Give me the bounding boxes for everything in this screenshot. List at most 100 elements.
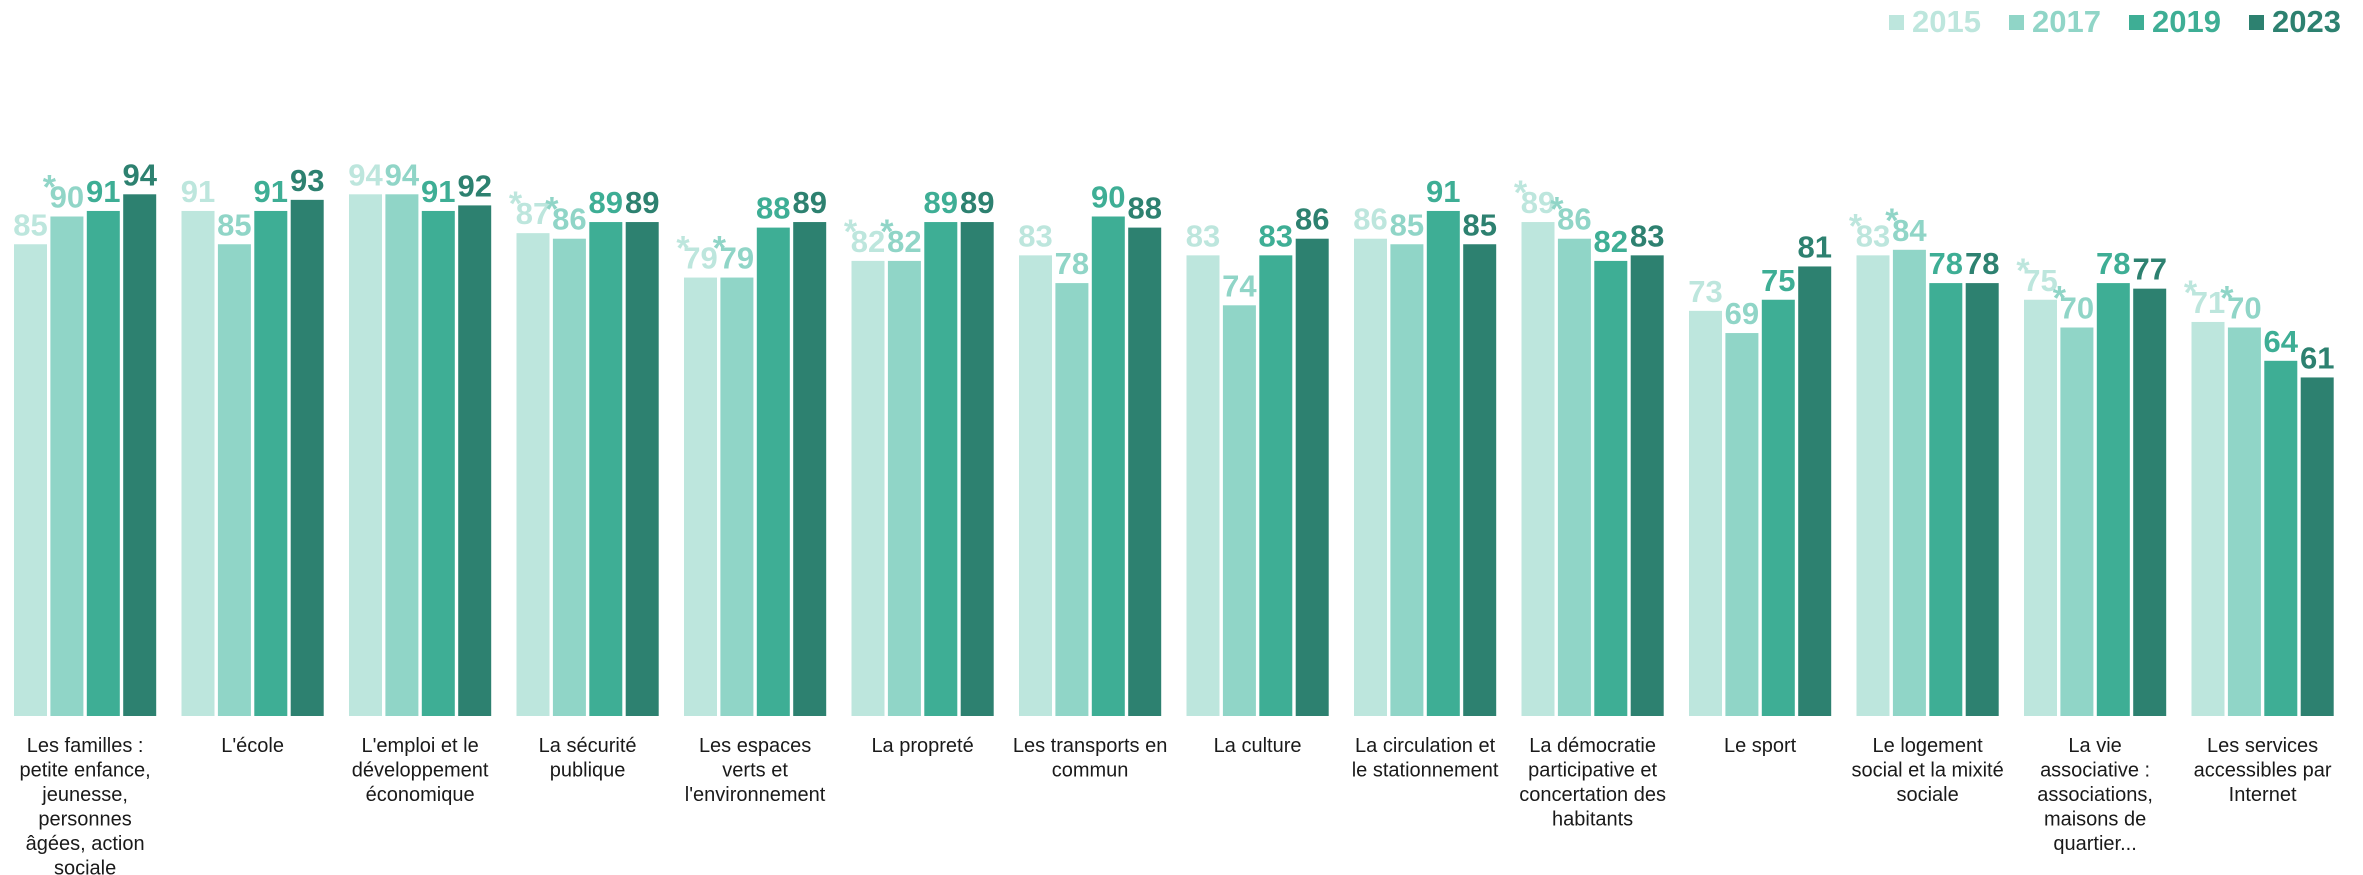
value-label-2023-2: 92 xyxy=(457,168,491,203)
bar-2015-12 xyxy=(2024,300,2057,716)
value-label-2023-7: 86 xyxy=(1295,202,1329,237)
category-label-0: Les familles :petite enfance,jeunesse,pe… xyxy=(19,735,150,875)
bar-2023-9 xyxy=(1631,255,1664,716)
value-label-2023-9: 83 xyxy=(1630,218,1664,253)
bar-2015-8 xyxy=(1354,239,1387,716)
category-label-1: L'école xyxy=(221,735,284,757)
value-label-2023-3: 89 xyxy=(625,185,659,220)
bar-2017-3 xyxy=(553,239,586,716)
category-label-13: Les servicesaccessibles parInternet xyxy=(2194,735,2332,806)
value-label-2017-10: 69 xyxy=(1725,296,1759,331)
value-label-2019-12: 78 xyxy=(2096,246,2130,281)
value-label-2019-2: 91 xyxy=(421,174,455,209)
category-label-3: La sécuritépublique xyxy=(539,735,637,782)
bar-2015-4 xyxy=(684,278,717,716)
bar-2023-8 xyxy=(1463,244,1496,716)
significance-star-2017-13: * xyxy=(2220,280,2234,318)
legend-label-2015: 2015 xyxy=(1912,4,1981,39)
value-label-2019-8: 91 xyxy=(1426,174,1460,209)
value-label-2019-6: 90 xyxy=(1091,180,1125,215)
significance-star-2017-4: * xyxy=(713,230,727,268)
bar-2015-11 xyxy=(1857,255,1890,716)
bar-2017-5 xyxy=(888,261,921,716)
category-label-4: Les espacesverts etl'environnement xyxy=(685,735,826,806)
value-label-2015-10: 73 xyxy=(1688,274,1722,309)
bar-2023-1 xyxy=(291,200,324,716)
value-label-2023-11: 78 xyxy=(1965,246,1999,281)
legend-swatch-2017 xyxy=(2009,15,2024,30)
significance-star-2015-4: * xyxy=(676,230,690,268)
bar-2017-0 xyxy=(50,217,83,717)
bar-2023-12 xyxy=(2133,289,2166,716)
bar-2019-3 xyxy=(589,222,622,716)
category-label-12: La vieassociative :associations,maisons … xyxy=(2037,735,2153,855)
significance-star-2017-11: * xyxy=(1885,202,1899,240)
legend-label-2019: 2019 xyxy=(2152,4,2221,39)
legend-swatch-2015 xyxy=(1889,15,1904,30)
significance-star-2017-0: * xyxy=(43,169,57,207)
legend-swatch-2019 xyxy=(2129,15,2144,30)
category-label-7: La culture xyxy=(1214,735,1302,757)
bar-2017-6 xyxy=(1055,283,1088,716)
bar-2023-4 xyxy=(793,222,826,716)
value-label-2015-8: 86 xyxy=(1353,202,1387,237)
legend-label-2017: 2017 xyxy=(2032,4,2101,39)
bar-2023-2 xyxy=(458,205,491,716)
value-label-2019-5: 89 xyxy=(924,185,958,220)
bar-2015-10 xyxy=(1689,311,1722,716)
value-label-2023-4: 89 xyxy=(792,185,826,220)
value-label-2023-13: 61 xyxy=(2300,340,2334,375)
value-label-2019-4: 88 xyxy=(756,191,790,226)
value-label-2019-1: 91 xyxy=(254,174,288,209)
bar-2019-6 xyxy=(1092,217,1125,717)
category-label-6: Les transports encommun xyxy=(1013,735,1168,782)
bar-2017-2 xyxy=(385,194,418,716)
bar-2023-11 xyxy=(1966,283,1999,716)
value-label-2019-10: 75 xyxy=(1761,263,1795,298)
value-label-2019-3: 89 xyxy=(589,185,623,220)
value-label-2015-6: 83 xyxy=(1018,218,1052,253)
value-label-2023-6: 88 xyxy=(1127,191,1161,226)
value-label-2023-5: 89 xyxy=(960,185,994,220)
value-label-2023-0: 94 xyxy=(122,157,157,192)
bar-2019-10 xyxy=(1762,300,1795,716)
significance-star-2015-9: * xyxy=(1514,174,1528,212)
significance-star-2015-12: * xyxy=(2016,252,2030,290)
category-label-10: Le sport xyxy=(1724,735,1797,757)
bar-2023-5 xyxy=(961,222,994,716)
value-label-2019-9: 82 xyxy=(1594,224,1628,259)
category-label-8: La circulation etle stationnement xyxy=(1352,735,1499,782)
bar-2015-2 xyxy=(349,194,382,716)
value-label-2015-0: 85 xyxy=(13,207,47,242)
value-label-2017-6: 78 xyxy=(1055,246,1089,281)
bar-2017-8 xyxy=(1390,244,1423,716)
bar-2019-11 xyxy=(1929,283,1962,716)
value-label-2017-1: 85 xyxy=(217,207,251,242)
bar-2019-1 xyxy=(254,211,287,716)
bar-2017-1 xyxy=(218,244,251,716)
bar-2019-5 xyxy=(924,222,957,716)
bar-2017-13 xyxy=(2228,328,2261,717)
bar-2023-3 xyxy=(626,222,659,716)
category-labels-layer: Les familles :petite enfance,jeunesse,pe… xyxy=(19,735,2331,875)
value-label-2015-1: 91 xyxy=(181,174,215,209)
bar-2017-11 xyxy=(1893,250,1926,716)
value-label-2023-1: 93 xyxy=(290,163,324,198)
bar-2019-12 xyxy=(2097,283,2130,716)
significance-star-2015-13: * xyxy=(2184,274,2198,312)
bar-2017-7 xyxy=(1223,305,1256,716)
category-label-2: L'emploi et ledéveloppementéconomique xyxy=(352,735,489,806)
bar-2019-8 xyxy=(1427,211,1460,716)
legend-swatch-2023 xyxy=(2249,15,2264,30)
category-label-5: La propreté xyxy=(871,735,973,757)
legend-label-2023: 2023 xyxy=(2272,4,2341,39)
significance-star-2017-5: * xyxy=(880,213,894,251)
bar-2015-9 xyxy=(1522,222,1555,716)
bar-2015-6 xyxy=(1019,255,1052,716)
bar-2017-10 xyxy=(1725,333,1758,716)
bar-2023-0 xyxy=(123,194,156,716)
bar-2019-4 xyxy=(757,228,790,716)
legend: 2015 2017 2019 2023 xyxy=(1889,4,2341,39)
bar-2019-13 xyxy=(2264,361,2297,716)
